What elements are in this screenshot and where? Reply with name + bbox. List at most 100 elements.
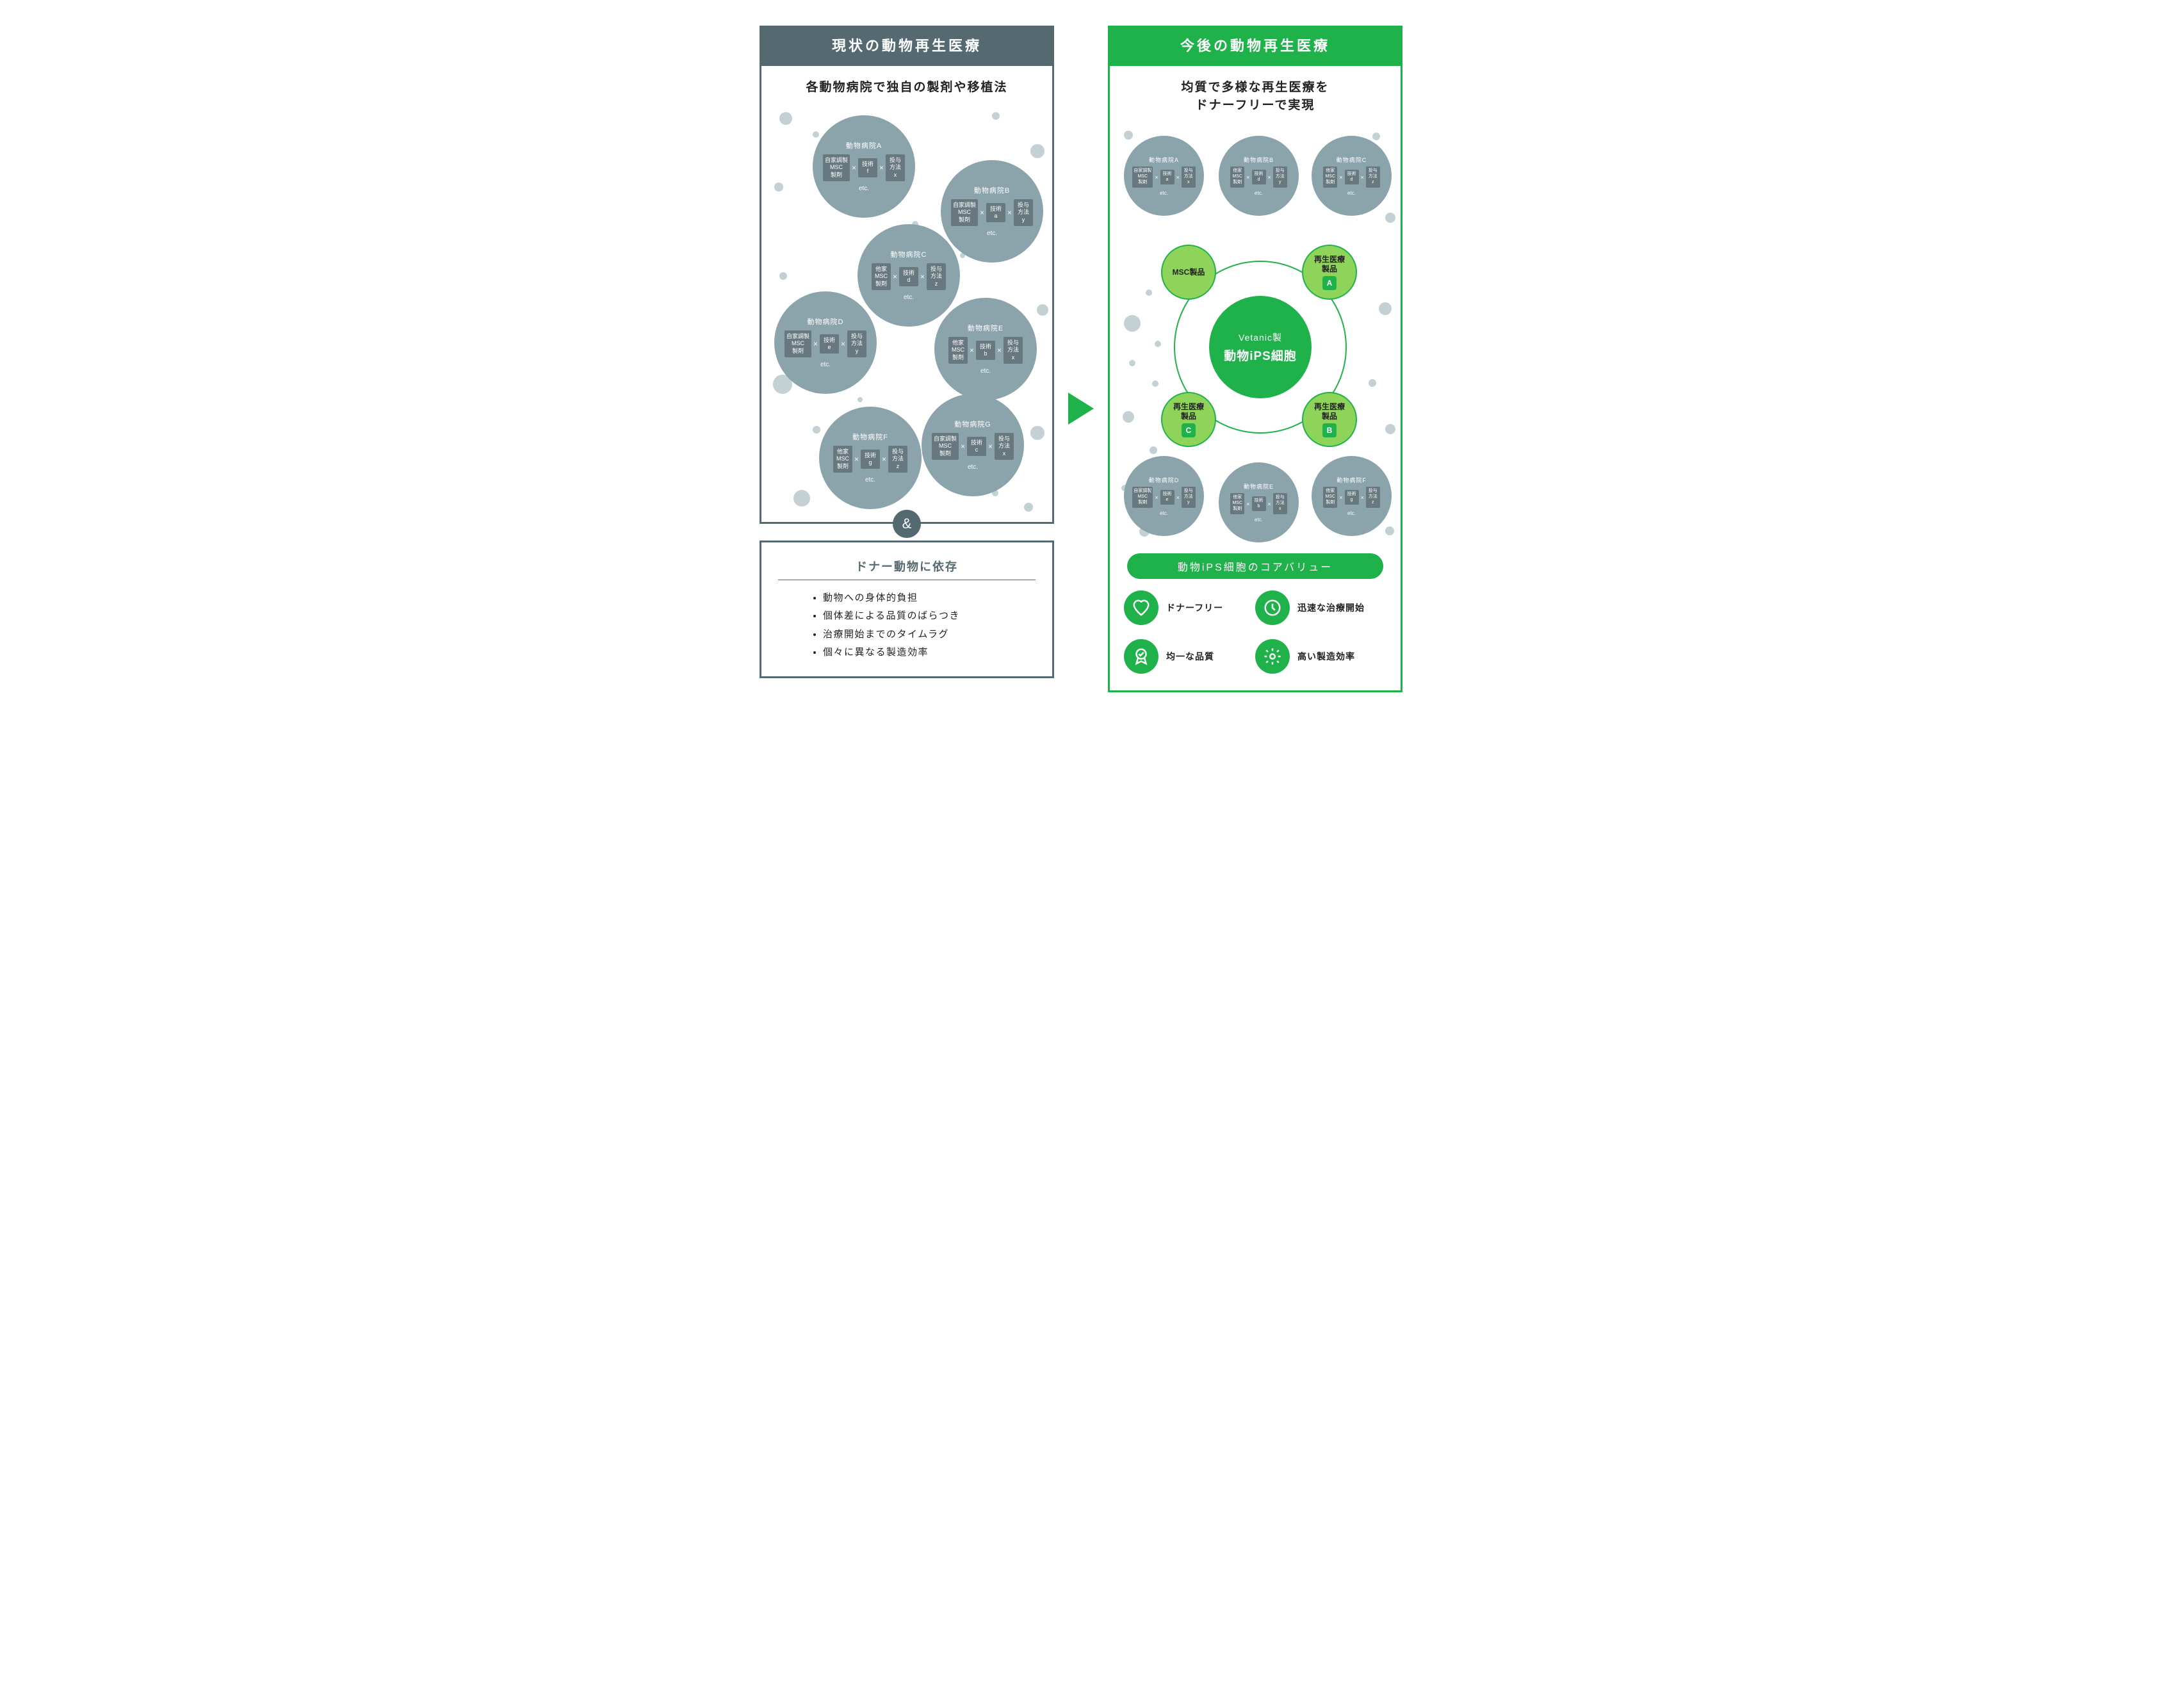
hospital-attr-box: 自家調製MSC製剤 bbox=[932, 433, 959, 460]
hospital-attrs: 他家MSC製剤×技術b×投与方法x bbox=[1230, 493, 1287, 514]
core-value-item: 高い製造効率 bbox=[1255, 639, 1386, 674]
comparison-stage: 現状の動物再生医療 各動物病院で独自の製剤や移植法 動物病院A自家調製MSC製剤… bbox=[26, 26, 2136, 692]
hub-line1: Vetanic製 bbox=[1239, 331, 1282, 344]
gear-icon bbox=[1255, 639, 1290, 674]
bg-dot bbox=[1379, 302, 1392, 315]
bg-dot bbox=[1124, 315, 1141, 332]
hospital-name: 動物病院F bbox=[1337, 476, 1367, 484]
bg-dot bbox=[1129, 360, 1135, 366]
hospital-name: 動物病院C bbox=[1337, 156, 1367, 164]
hospital-bubble: 動物病院A自家調製MSC製剤×技術a×投与方法xetc. bbox=[1124, 136, 1204, 216]
hospital-attrs: 自家調製MSC製剤×技術e×投与方法y bbox=[1132, 487, 1196, 507]
donor-dependency-box: ドナー動物に依存 動物への身体的負担個体差による品質のばらつき治療開始までのタイ… bbox=[760, 541, 1054, 678]
hospital-name: 動物病院B bbox=[1244, 156, 1274, 164]
panel-current: 現状の動物再生医療 各動物病院で独自の製剤や移植法 動物病院A自家調製MSC製剤… bbox=[760, 26, 1054, 678]
donor-issue-item: 動物への身体的負担 bbox=[823, 589, 1036, 608]
bg-dot bbox=[1150, 446, 1157, 454]
transition-arrow bbox=[1068, 290, 1094, 428]
donor-issue-item: 個々に異なる製造効率 bbox=[823, 644, 1036, 662]
bg-dot bbox=[992, 112, 1000, 120]
satellite-badge: A bbox=[1322, 276, 1337, 290]
times-icon: × bbox=[980, 208, 984, 217]
panel-future-body: 均質で多様な再生医療をドナーフリーで実現 動物病院A自家調製MSC製剤×技術a×… bbox=[1108, 64, 1402, 692]
hospital-attr-box: 他家MSC製剤 bbox=[833, 446, 852, 473]
hospital-etc: etc. bbox=[1160, 510, 1168, 516]
hospital-name: 動物病院C bbox=[891, 249, 927, 259]
hospital-name: 動物病院D bbox=[808, 316, 844, 327]
hospital-attr-box: 投与方法z bbox=[927, 263, 946, 290]
hospital-attrs: 自家調製MSC製剤×技術a×投与方法y bbox=[951, 199, 1033, 226]
hospital-attr-box: 自家調製MSC製剤 bbox=[823, 154, 850, 181]
hospital-attr-box: 投与方法z bbox=[1366, 487, 1380, 507]
panel-current-title: 現状の動物再生医療 bbox=[760, 26, 1054, 64]
times-icon: × bbox=[970, 346, 974, 355]
times-icon: × bbox=[1361, 174, 1364, 181]
bg-dot bbox=[1024, 503, 1033, 512]
hospital-attrs: 自家調製MSC製剤×技術f×投与方法x bbox=[823, 154, 905, 181]
hospital-attr-box: 投与方法y bbox=[847, 330, 866, 357]
panel-current-body: 各動物病院で独自の製剤や移植法 動物病院A自家調製MSC製剤×技術f×投与方法x… bbox=[760, 64, 1054, 524]
satellite-label: 再生医療製品 bbox=[1314, 402, 1345, 421]
hospital-bubble: 動物病院A自家調製MSC製剤×技術f×投与方法xetc. bbox=[813, 115, 915, 218]
hospital-attr-box: 投与方法x bbox=[995, 433, 1014, 460]
hospital-attrs: 他家MSC製剤×技術d×投与方法z bbox=[872, 263, 946, 290]
hospital-name: 動物病院B bbox=[974, 185, 1010, 195]
times-icon: × bbox=[988, 442, 993, 451]
hospital-etc: etc. bbox=[968, 464, 978, 471]
bg-dot bbox=[1372, 133, 1380, 140]
times-icon: × bbox=[1246, 501, 1249, 507]
bg-dot bbox=[793, 490, 810, 507]
donor-issue-item: 治療開始までのタイムラグ bbox=[823, 626, 1036, 644]
hospital-attr-box: 技術e bbox=[1160, 490, 1174, 505]
current-bubble-field: 動物病院A自家調製MSC製剤×技術f×投与方法xetc. 動物病院B 自家調製MSC… bbox=[768, 106, 1046, 516]
core-value-label: 高い製造効率 bbox=[1297, 650, 1355, 663]
satellite-product: 再生医療製品C bbox=[1161, 392, 1216, 447]
hospital-etc: etc. bbox=[1347, 510, 1356, 516]
hospital-etc: etc. bbox=[904, 294, 914, 301]
clock-icon bbox=[1255, 590, 1290, 625]
hospital-attr-box: 他家MSC製剤 bbox=[1323, 487, 1337, 507]
bg-dot bbox=[1123, 411, 1134, 423]
times-icon: × bbox=[1155, 174, 1158, 181]
bg-dot bbox=[813, 131, 819, 138]
heart-icon bbox=[1124, 590, 1158, 625]
hospital-attr-box: 投与方法x bbox=[1182, 167, 1196, 187]
times-icon: × bbox=[920, 272, 925, 281]
hospital-attrs: 他家MSC製剤×技術d×投与方法z bbox=[1323, 167, 1380, 187]
hospital-attr-box: 投与方法z bbox=[1366, 167, 1380, 187]
hospital-attrs: 他家MSC製剤×技術d×投与方法y bbox=[1230, 167, 1287, 187]
hospital-attrs: 自家調製MSC製剤×技術a×投与方法x bbox=[1132, 167, 1196, 187]
hospital-attr-box: 技術d bbox=[899, 267, 918, 287]
hospital-bubble: 動物病院E他家MSC製剤×技術b×投与方法xetc. bbox=[1219, 462, 1299, 542]
hospital-bubble: 動物病院C他家MSC製剤×技術d×投与方法zetc. bbox=[1312, 136, 1392, 216]
hospital-bubble: 動物病院B他家MSC製剤×技術d×投与方法yetc. bbox=[1219, 136, 1299, 216]
hospital-attr-box: 技術a bbox=[986, 203, 1005, 223]
bg-dot bbox=[1385, 424, 1395, 434]
bg-dot bbox=[1146, 289, 1152, 296]
times-icon: × bbox=[1155, 494, 1158, 501]
bg-dot bbox=[779, 112, 792, 125]
satellite-product: 再生医療製品B bbox=[1302, 392, 1357, 447]
times-icon: × bbox=[1246, 174, 1249, 181]
hospital-name: 動物病院D bbox=[1149, 476, 1180, 484]
core-value-item: ドナーフリー bbox=[1124, 590, 1255, 625]
satellite-label: 再生医療製品 bbox=[1173, 402, 1204, 421]
core-value-label: ドナーフリー bbox=[1166, 601, 1223, 614]
bg-dot bbox=[1030, 144, 1044, 158]
times-icon: × bbox=[997, 346, 1002, 355]
hospital-attr-box: 技術a bbox=[1160, 170, 1174, 185]
hospital-attr-box: 技術d bbox=[1345, 170, 1359, 185]
donor-title: ドナー動物に依存 bbox=[778, 558, 1036, 580]
hospital-bubble: 動物病院F他家MSC製剤×技術g×投与方法zetc. bbox=[819, 407, 922, 509]
hospital-bubble: 動物病院G自家調製MSC製剤×技術c×投与方法xetc. bbox=[922, 394, 1024, 496]
donor-issue-item: 個体差による品質のばらつき bbox=[823, 607, 1036, 626]
hospital-attr-box: 技術b bbox=[976, 341, 995, 361]
hospital-name: 動物病院E bbox=[1244, 482, 1274, 491]
hospital-attr-box: 投与方法x bbox=[1273, 493, 1287, 514]
donor-issue-list: 動物への身体的負担個体差による品質のばらつき治療開始までのタイムラグ個々に異なる… bbox=[778, 589, 1036, 662]
hospital-attr-box: 自家調製MSC製剤 bbox=[1132, 167, 1153, 187]
panel-future-subtitle: 均質で多様な再生医療をドナーフリーで実現 bbox=[1116, 79, 1394, 114]
times-icon: × bbox=[841, 339, 845, 348]
hospital-name: 動物病院F bbox=[852, 432, 888, 442]
core-value-label: 迅速な治療開始 bbox=[1297, 601, 1365, 614]
